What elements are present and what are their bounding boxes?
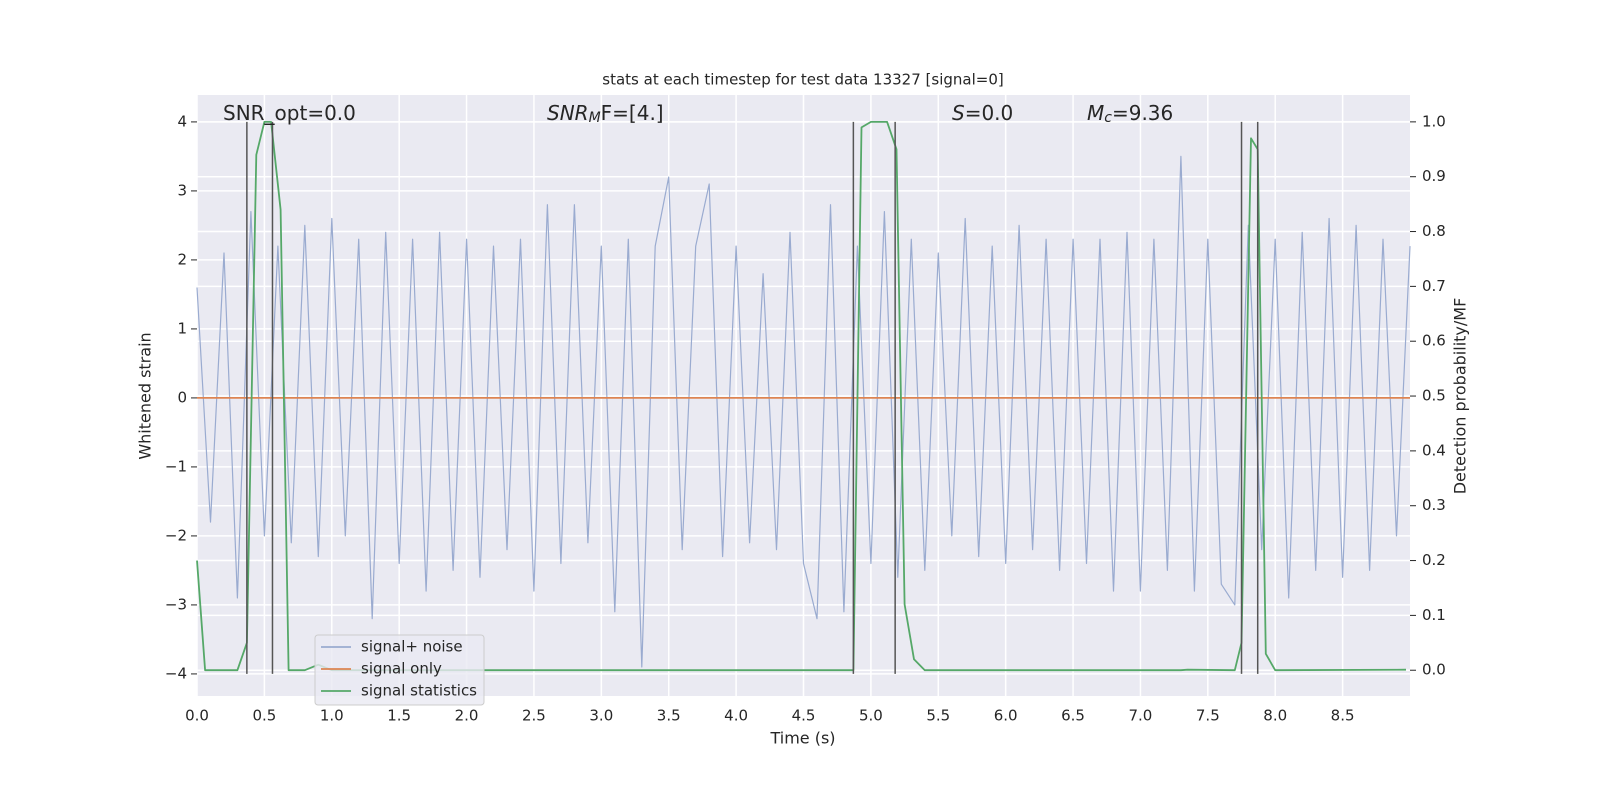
y2-tick-label: 0.7	[1422, 277, 1446, 295]
x-tick-label: 5.0	[859, 707, 883, 725]
y-axis-label: Whitened strain	[136, 332, 155, 459]
x-tick-label: 0.5	[252, 707, 276, 725]
annotation-part: M	[1087, 101, 1104, 125]
y2-tick-label: 0.4	[1422, 441, 1446, 459]
x-tick-label: 8.5	[1331, 707, 1355, 725]
x-tick-label: 4.0	[724, 707, 748, 725]
x-tick-label: 1.5	[387, 707, 411, 725]
annotation-part: S	[952, 101, 965, 125]
y2-tick-label: 0.9	[1422, 167, 1446, 185]
annotation-part: F=[4.]	[601, 101, 664, 125]
series-line	[196, 121, 1407, 672]
legend-label: signal statistics	[361, 682, 477, 700]
annotation: SNR_opt=0.0	[223, 101, 356, 125]
x-tick-label: 4.5	[792, 707, 816, 725]
y2-tick-label: 0.8	[1422, 222, 1446, 240]
series-line	[196, 155, 1411, 668]
annotation-part: =9.36	[1112, 101, 1173, 125]
y-tick-label: 1	[177, 319, 187, 337]
y-tick-label: −1	[165, 457, 187, 475]
x-tick-label: 6.0	[994, 707, 1018, 725]
y2-tick-label: 0.3	[1422, 496, 1446, 514]
x-tick-label: 5.5	[926, 707, 950, 725]
legend-label: signal+ noise	[361, 638, 463, 656]
y2-axis-label: Detection probability/MF	[1451, 298, 1470, 495]
legend: signal+ noise signal only signal statistic…	[314, 634, 485, 706]
x-tick-label: 2.0	[455, 707, 479, 725]
y-tick-label: 0	[177, 388, 187, 406]
y2-tick-label: 0.6	[1422, 332, 1446, 350]
annotation-part: =0.0	[965, 101, 1014, 125]
x-tick-label: 7.5	[1196, 707, 1220, 725]
annotation-part: c	[1104, 110, 1112, 126]
legend-box	[314, 634, 485, 706]
annotation: SNRMF=[4.]	[547, 101, 664, 126]
legend-label: signal only	[361, 660, 442, 678]
annotation: S=0.0	[952, 101, 1013, 125]
chart-title: stats at each timestep for test data 133…	[602, 71, 1003, 89]
x-tick-label: 3.0	[589, 707, 613, 725]
y-tick-label: −4	[165, 664, 187, 682]
annotation-part: M	[589, 110, 601, 126]
x-tick-label: 1.0	[320, 707, 344, 725]
y2-tick-label: 0.0	[1422, 661, 1446, 679]
x-tick-label: 7.0	[1129, 707, 1153, 725]
y2-tick-label: 0.5	[1422, 387, 1446, 405]
x-tick-label: 3.5	[657, 707, 681, 725]
y2-tick-label: 0.2	[1422, 551, 1446, 569]
y2-tick-label: 0.1	[1422, 606, 1446, 624]
x-axis-label: Time (s)	[769, 729, 835, 748]
x-tick-label: 8.0	[1263, 707, 1287, 725]
y-tick-label: 4	[177, 112, 187, 130]
y-tick-label: 2	[177, 250, 187, 268]
annotation-part: SNR	[547, 101, 589, 125]
x-tick-label: 6.5	[1061, 707, 1085, 725]
y-tick-label: 3	[177, 181, 187, 199]
y2-tick-label: 1.0	[1422, 112, 1446, 130]
x-tick-label: 2.5	[522, 707, 546, 725]
y-tick-label: −3	[165, 595, 187, 613]
x-tick-label: 0.0	[185, 707, 209, 725]
y-tick-label: −2	[165, 526, 187, 544]
annotation: Mc=9.36	[1087, 101, 1173, 126]
annotation-part: SNR_opt=0.0	[223, 101, 356, 125]
